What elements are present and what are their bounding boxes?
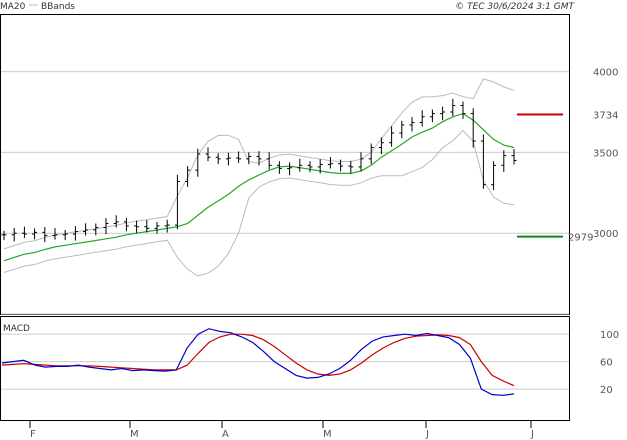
price-bar [501, 150, 507, 172]
bbands-lower [3, 129, 515, 277]
price-bar [378, 137, 384, 155]
price-bar [215, 153, 221, 165]
price-bar [409, 117, 415, 132]
price-bar [399, 120, 405, 139]
x-label-apr: A [222, 429, 229, 440]
price-bar [134, 220, 140, 234]
x-label-jul: J [530, 429, 534, 440]
price-bar [429, 109, 435, 123]
price-bar [164, 219, 170, 233]
macd-signal-line [1, 333, 515, 387]
support-label: 2979 [568, 233, 593, 244]
price-bar [287, 162, 293, 176]
price-bar [32, 228, 38, 240]
price-bar [83, 223, 89, 236]
price-bar [470, 108, 476, 148]
price-bar [480, 134, 486, 189]
copyright: © TEC 30/6/2024 3:1 GMT [455, 2, 575, 12]
price-bar [440, 106, 446, 121]
price-bar [205, 147, 211, 162]
price-bar [236, 151, 242, 163]
ma20-line [3, 112, 515, 262]
price-bar [511, 148, 517, 165]
macd-line [1, 328, 515, 396]
price-bar [327, 157, 333, 169]
legend-ma20: MA20 [0, 2, 26, 12]
macd-title: MACD [3, 324, 30, 334]
price-bar [358, 152, 364, 171]
price-bar [256, 151, 262, 166]
price-bar [123, 217, 129, 232]
price-bars [1, 98, 517, 243]
price-bar [195, 148, 201, 177]
price-bar [174, 174, 180, 230]
resistance-label: 3734 [593, 111, 618, 122]
price-bar [307, 161, 313, 173]
x-label-mar: M [130, 429, 139, 440]
price-bar [21, 226, 27, 239]
macd-tick-60: 60 [600, 358, 613, 369]
price-bar [317, 159, 323, 174]
price-bar [93, 223, 99, 236]
price-bar [154, 221, 160, 234]
macd-gridlines [1, 333, 569, 390]
legend-bbands: BBands [41, 2, 75, 12]
price-bar [72, 226, 78, 241]
macd-tick-100: 100 [600, 330, 619, 341]
price-tick-4000: 4000 [593, 68, 618, 79]
price-bar [113, 215, 119, 228]
price-bar [460, 101, 466, 119]
price-bar [419, 110, 425, 127]
macd-tick-20: 20 [600, 385, 613, 396]
price-bar [246, 152, 252, 165]
price-bar [297, 158, 303, 172]
price-bar [103, 218, 109, 235]
price-bar [42, 227, 48, 243]
price-bar [368, 143, 374, 165]
price-bar [144, 220, 150, 233]
price-bar [276, 161, 282, 174]
price-bar [266, 152, 272, 170]
x-label-may: M [323, 429, 332, 440]
price-bar [450, 98, 456, 117]
price-bar [11, 227, 17, 242]
price-bar [225, 152, 231, 166]
x-axis: F M A M J J [29, 421, 534, 440]
x-label-feb: F [30, 429, 36, 440]
price-bar [348, 160, 354, 174]
price-bar [389, 126, 395, 147]
price-tick-3000: 3000 [593, 229, 618, 240]
price-bar [338, 159, 344, 172]
x-label-jun: J [425, 429, 429, 440]
macd-panel-frame [0, 316, 570, 421]
price-bar [62, 229, 68, 241]
price-bar [1, 230, 7, 241]
price-bar [491, 161, 497, 191]
price-bar [52, 228, 58, 240]
price-tick-3500: 3500 [593, 148, 618, 159]
price-bar [185, 166, 191, 187]
